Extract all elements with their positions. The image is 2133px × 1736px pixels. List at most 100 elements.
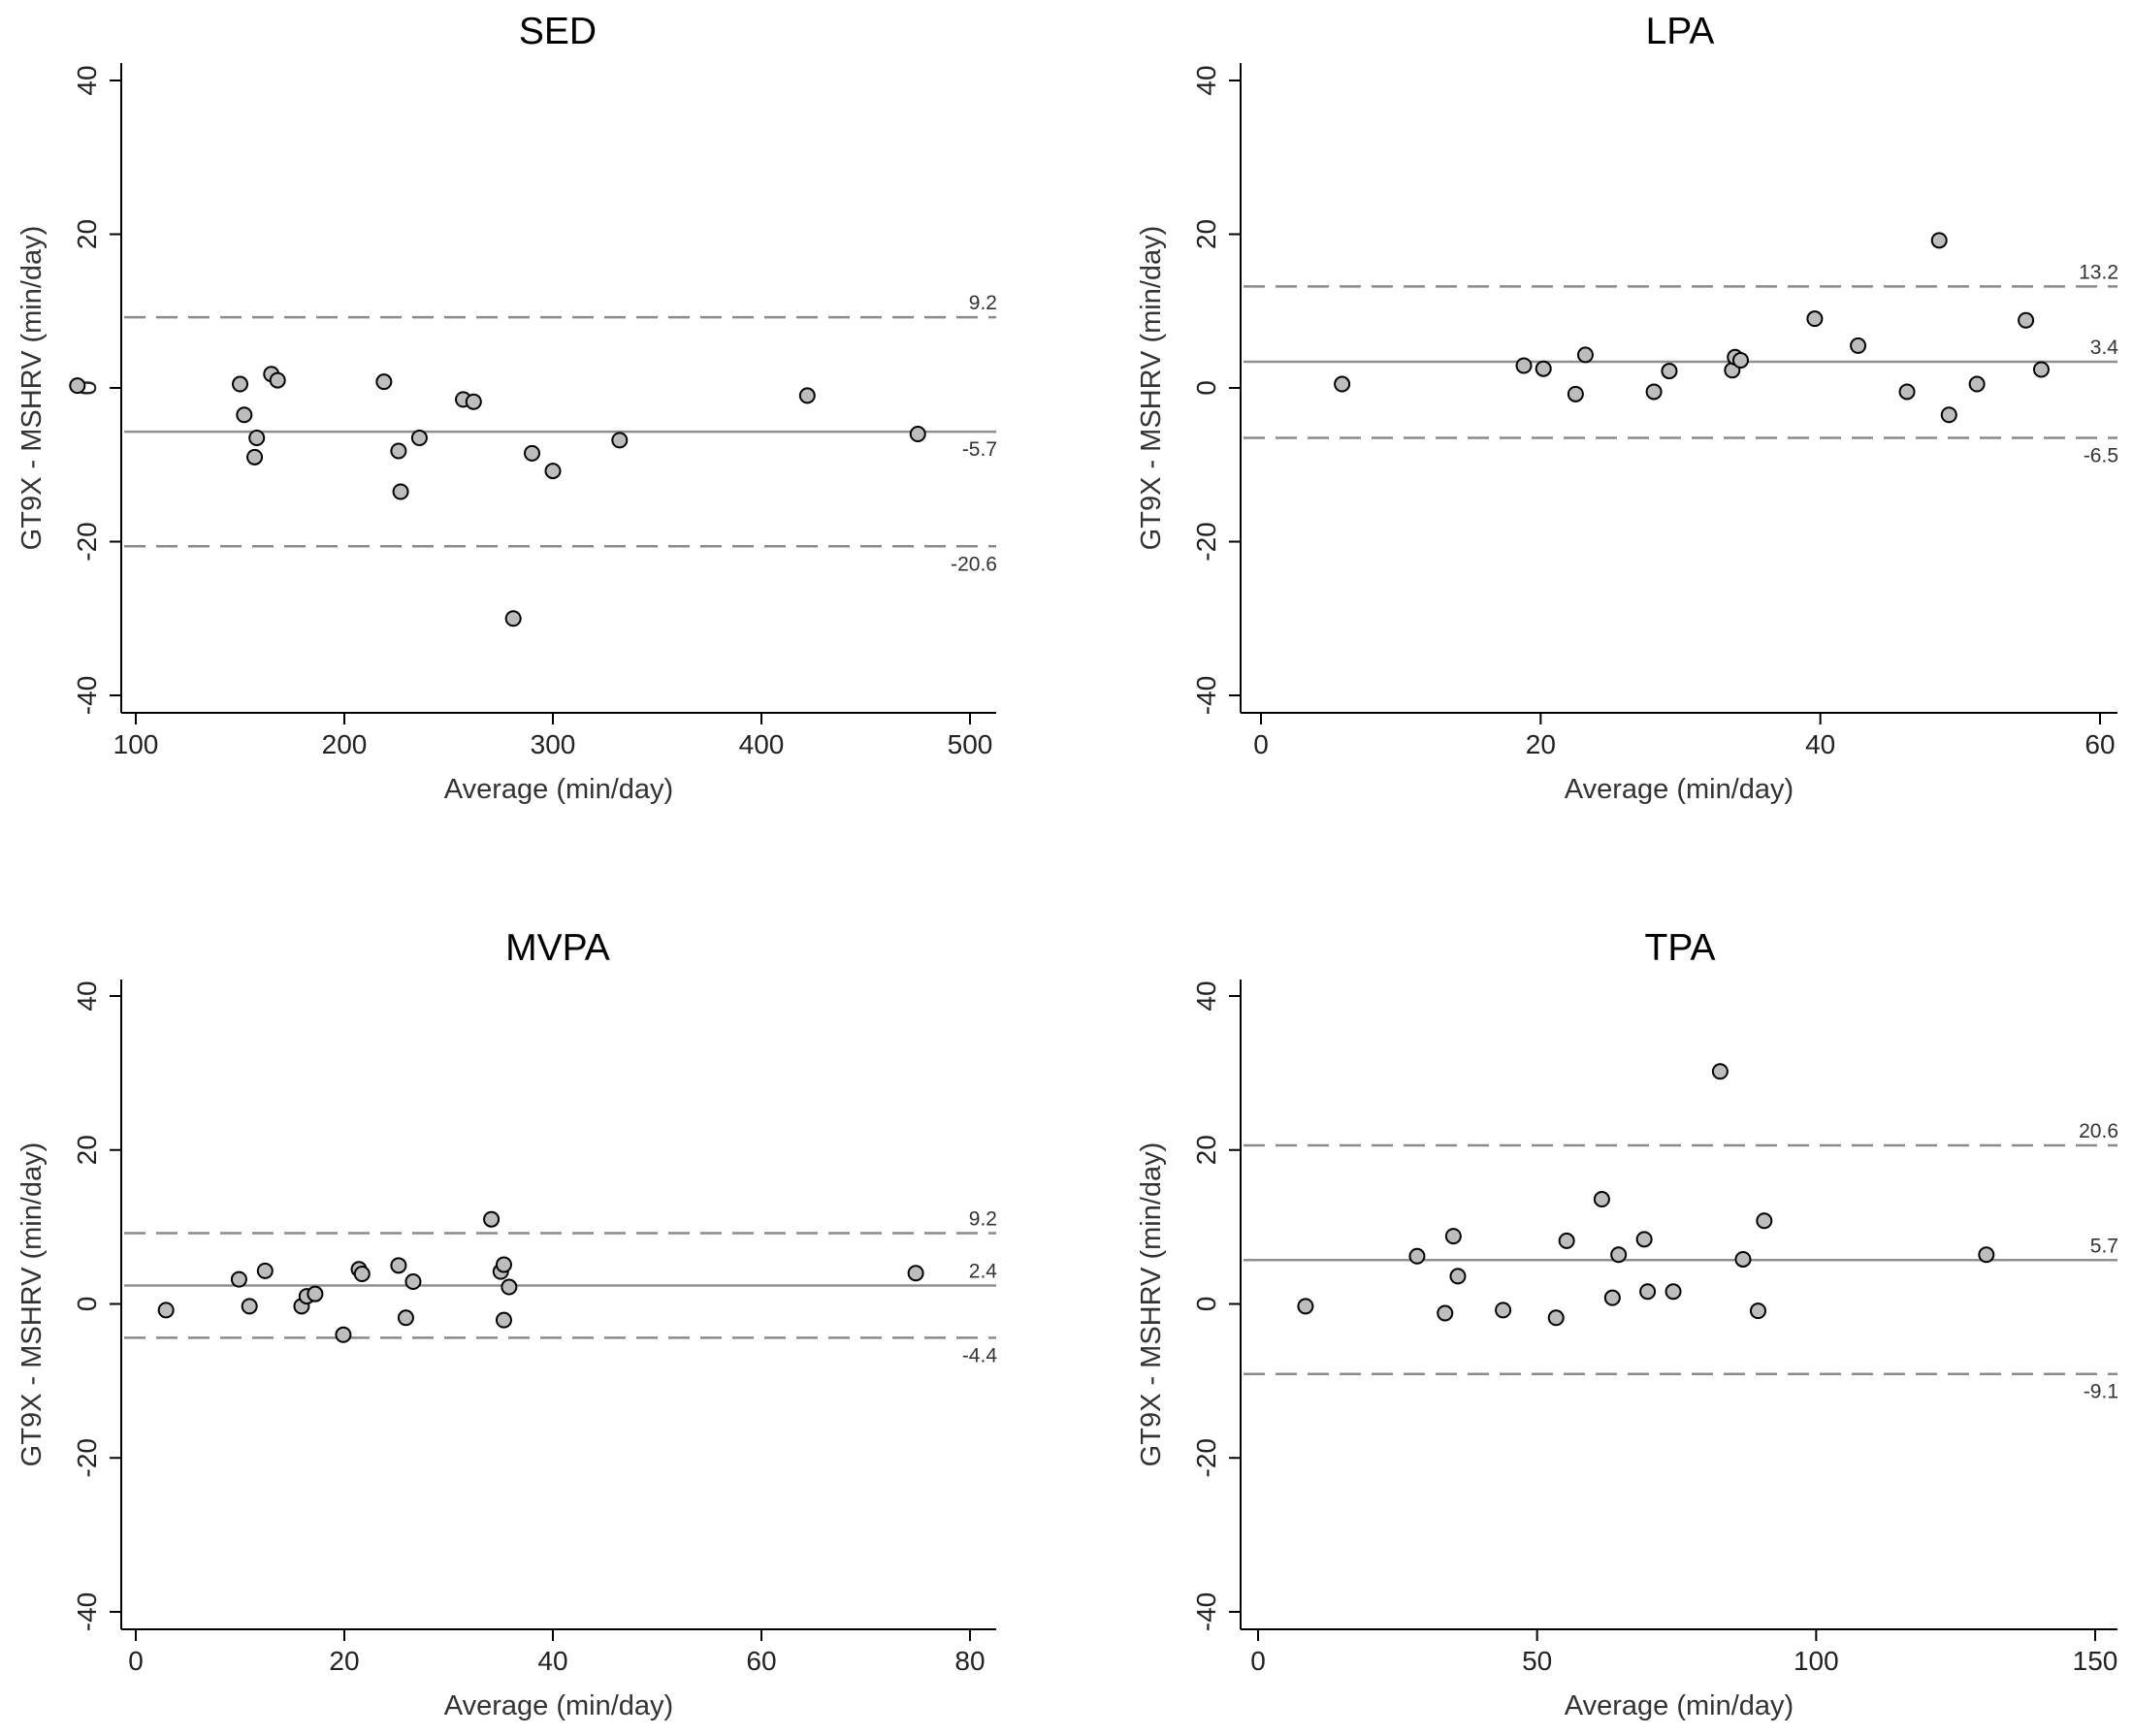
- panel-tpa-data-point: [1610, 1246, 1628, 1264]
- panel-mvpa-y-axis-label: GT9X - MSHRV (min/day): [16, 1142, 48, 1467]
- panel-sed-data-point: [465, 393, 482, 410]
- panel-tpa-y-tick-label: -40: [1191, 1592, 1221, 1631]
- panel-lpa-y-tick-label: 20: [1191, 219, 1221, 249]
- panel-lpa-data-point: [1731, 351, 1749, 369]
- panel-tpa-data-point: [1437, 1304, 1454, 1322]
- panel-lpa-data-point: [1515, 357, 1533, 374]
- panel-sed-y-tick-label: 20: [72, 219, 102, 249]
- panel-tpa-data-point: [1495, 1302, 1512, 1319]
- panel-tpa-lower-loa-label: -9.1: [2084, 1381, 2118, 1403]
- panel-sed-data-point: [909, 426, 926, 443]
- panel-lpa-data-point: [1806, 310, 1824, 328]
- panel-mvpa-y-tick-label: 0: [72, 1297, 102, 1312]
- panel-mvpa-y-tick-label: -20: [72, 1438, 102, 1477]
- panel-sed-mean-label: -5.7: [962, 438, 997, 461]
- panel-tpa-data-point: [1749, 1302, 1766, 1320]
- panel-mvpa-x-axis-label: Average (min/day): [444, 1690, 673, 1721]
- panel-sed-data-point: [236, 406, 253, 424]
- panel-mvpa-data-point: [335, 1326, 352, 1343]
- panel-lpa-y-tick-label: -20: [1191, 522, 1221, 561]
- panel-mvpa-data-point: [390, 1257, 407, 1274]
- panel-sed-data-point: [504, 610, 522, 627]
- panel-tpa-x-tick-label: 50: [1522, 1646, 1552, 1676]
- panel-tpa-data-point: [1664, 1283, 1682, 1301]
- panel-sed-x-tick-label: 300: [531, 729, 576, 759]
- panel-lpa-x-tick-label: 0: [1253, 729, 1269, 759]
- panel-sed-data-point: [392, 483, 409, 500]
- panel-tpa-data-point: [1547, 1309, 1565, 1327]
- panel-lpa-upper-loa-label: 13.2: [2079, 261, 2118, 283]
- panel-mvpa-data-point: [907, 1265, 924, 1282]
- panel-lpa-lower-loa-label: -6.5: [2084, 445, 2118, 467]
- panel-tpa-data-point: [1297, 1298, 1314, 1315]
- panel-tpa-mean-label: 5.7: [2090, 1235, 2118, 1257]
- panel-sed-data-point: [390, 442, 407, 460]
- panel-mvpa-mean-label: 2.4: [969, 1260, 998, 1282]
- panel-sed-data-point: [232, 375, 248, 393]
- panel-sed-x-tick-label: 200: [322, 729, 368, 759]
- panel-tpa-data-point: [1635, 1231, 1653, 1248]
- panel-lpa-data-point: [2032, 361, 2050, 378]
- panel-lpa-data-point: [1940, 406, 1957, 424]
- panel-sed-data-point: [524, 444, 540, 462]
- panel-tpa-data-point: [1603, 1289, 1621, 1306]
- panel-tpa-data-point: [1558, 1232, 1575, 1249]
- panel-tpa-y-tick-label: 0: [1191, 1297, 1221, 1312]
- panel-sed-data-point: [544, 463, 562, 480]
- panel-mvpa-data-point: [404, 1272, 422, 1290]
- panel-lpa-y-axis-label: GT9X - MSHRV (min/day): [1136, 226, 1167, 551]
- panel-tpa-data-point: [1449, 1268, 1467, 1285]
- panel-tpa-data-point: [1593, 1191, 1610, 1208]
- panel-sed-title: SED: [519, 11, 597, 52]
- panel-mvpa-x-tick-label: 80: [954, 1646, 985, 1676]
- panel-mvpa-data-point: [495, 1311, 512, 1329]
- panel-mvpa-data-point: [495, 1256, 512, 1273]
- panel-tpa-y-axis-label: GT9X - MSHRV (min/day): [1136, 1142, 1167, 1467]
- panel-tpa-y-tick-label: 20: [1191, 1135, 1221, 1165]
- panel-sed-upper-loa-label: 9.2: [969, 292, 997, 314]
- panel-sed-y-tick-label: -40: [72, 676, 102, 715]
- panel-mvpa-data-point: [397, 1309, 414, 1327]
- panel-mvpa-x-tick-label: 20: [329, 1646, 359, 1676]
- panel-lpa-y-tick-label: 0: [1191, 380, 1221, 396]
- panel-lpa-mean-label: 3.4: [2090, 337, 2119, 359]
- panel-mvpa-y-tick-label: -40: [72, 1592, 102, 1631]
- panel-sed-x-axis-label: Average (min/day): [444, 774, 673, 805]
- panel-lpa-y-tick-label: -40: [1191, 676, 1221, 715]
- panel-mvpa-data-point: [483, 1210, 501, 1228]
- panel-tpa-data-point: [1978, 1246, 1995, 1264]
- panel-sed-y-tick-label: 40: [72, 65, 102, 95]
- panel-tpa-y-tick-label: -20: [1191, 1438, 1221, 1477]
- panel-tpa-title: TPA: [1645, 927, 1716, 969]
- panel-lpa-data-point: [1535, 360, 1552, 377]
- panel-sed-data-point: [246, 448, 264, 466]
- panel-mvpa-x-tick-label: 0: [128, 1646, 144, 1676]
- panel-sed-y-axis-label: GT9X - MSHRV (min/day): [16, 226, 48, 551]
- panel-sed-x-tick-label: 500: [948, 729, 993, 759]
- panel-lpa-y-tick-label: 40: [1191, 65, 1221, 95]
- panel-tpa-x-tick-label: 0: [1250, 1646, 1266, 1676]
- panel-lpa-x-tick-label: 60: [2085, 729, 2115, 759]
- panel-mvpa-x-tick-label: 40: [537, 1646, 567, 1676]
- panel-lpa-data-point: [1645, 383, 1663, 401]
- panel-lpa-data-point: [1567, 385, 1584, 402]
- panel-tpa-data-point: [1408, 1247, 1426, 1265]
- panel-lpa-data-point: [1576, 346, 1594, 364]
- panel-lpa-data-point: [2018, 311, 2035, 329]
- panel-sed-lower-loa-label: -20.6: [951, 553, 997, 575]
- panel-lpa-data-point: [1661, 363, 1678, 380]
- panel-tpa-data-point: [1734, 1250, 1752, 1268]
- panel-tpa-x-tick-label: 150: [2073, 1646, 2118, 1676]
- panel-mvpa-y-tick-label: 20: [72, 1135, 102, 1165]
- panel-sed-data-point: [248, 430, 266, 447]
- panel-sed-data-point: [269, 371, 286, 389]
- panel-sed-data-point: [69, 377, 86, 395]
- panel-mvpa-lower-loa-label: -4.4: [962, 1344, 998, 1366]
- panel-mvpa-data-point: [307, 1285, 324, 1302]
- panel-tpa-data-point: [1711, 1063, 1729, 1080]
- panel-mvpa-data-point: [241, 1298, 258, 1315]
- panel-mvpa-data-point: [353, 1266, 371, 1283]
- panel-lpa-x-axis-label: Average (min/day): [1565, 774, 1794, 805]
- panel-mvpa-data-point: [256, 1262, 274, 1279]
- panel-mvpa-upper-loa-label: 9.2: [969, 1207, 997, 1230]
